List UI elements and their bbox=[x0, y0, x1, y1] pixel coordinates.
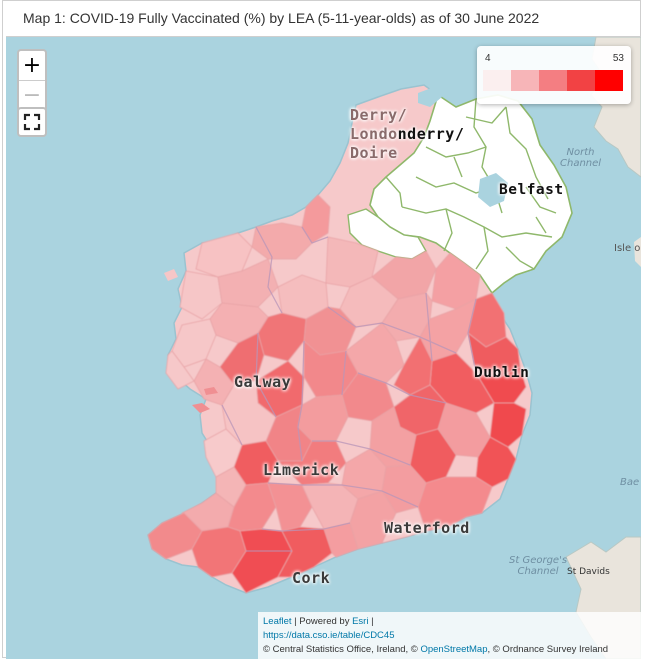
lea-choropleth bbox=[147, 194, 527, 594]
isle-of-man-land bbox=[634, 237, 641, 267]
county-boundaries bbox=[221, 226, 477, 552]
map-layer[interactable] bbox=[6, 37, 641, 659]
label-cork: Cork bbox=[292, 569, 331, 587]
label-dublin: Dublin bbox=[474, 365, 530, 381]
lough-foyle-water bbox=[418, 87, 442, 107]
label-galway: Galway bbox=[234, 373, 292, 391]
label-belfast: Belfast bbox=[499, 182, 564, 198]
fullscreen-button[interactable] bbox=[17, 107, 47, 137]
label-limerick: Limerick bbox=[263, 461, 340, 479]
leaflet-link[interactable]: Leaflet bbox=[263, 616, 292, 627]
zoom-out-button[interactable]: − bbox=[22, 83, 42, 108]
osm-link[interactable]: OpenStreetMap bbox=[420, 644, 488, 655]
label-st-georges-channel: St George's Channel bbox=[509, 555, 568, 577]
label-st-davids: St Davids bbox=[567, 567, 610, 577]
attribution: Leaflet | Powered by Esri | https://data… bbox=[258, 612, 641, 659]
legend-swatch bbox=[567, 70, 595, 91]
map-canvas[interactable]: Derry/ Londonderry/ Doire Belfast Galway… bbox=[6, 36, 641, 659]
legend-swatch bbox=[595, 70, 623, 91]
legend-swatch bbox=[539, 70, 567, 91]
esri-link[interactable]: Esri bbox=[352, 616, 369, 627]
zoom-in-button[interactable]: + bbox=[19, 51, 45, 81]
legend-min: 4 bbox=[485, 53, 491, 64]
source-link[interactable]: https://data.cso.ie/table/CDC45 bbox=[263, 630, 395, 641]
lough-neagh-water bbox=[478, 173, 508, 207]
map-title: Map 1: COVID-19 Fully Vaccinated (%) by … bbox=[23, 10, 540, 26]
zoom-control: + − bbox=[17, 49, 47, 112]
label-derry-line2a: Londonderry/ bbox=[350, 125, 465, 143]
legend-swatch bbox=[483, 70, 511, 91]
label-isle: Isle o bbox=[614, 243, 641, 254]
label-bae-c: Bae C bbox=[620, 477, 641, 488]
legend: 4 53 bbox=[477, 46, 631, 104]
label-waterford: Waterford bbox=[384, 519, 470, 537]
legend-swatch bbox=[511, 70, 539, 91]
fullscreen-icon bbox=[23, 113, 41, 131]
label-derry-line3: Doire bbox=[350, 144, 398, 162]
aran-islands bbox=[192, 403, 210, 413]
label-derry-line1: Derry/ bbox=[350, 106, 408, 124]
legend-max: 53 bbox=[612, 53, 624, 64]
legend-swatches bbox=[483, 70, 623, 91]
label-north-channel: North Channel bbox=[560, 147, 602, 169]
